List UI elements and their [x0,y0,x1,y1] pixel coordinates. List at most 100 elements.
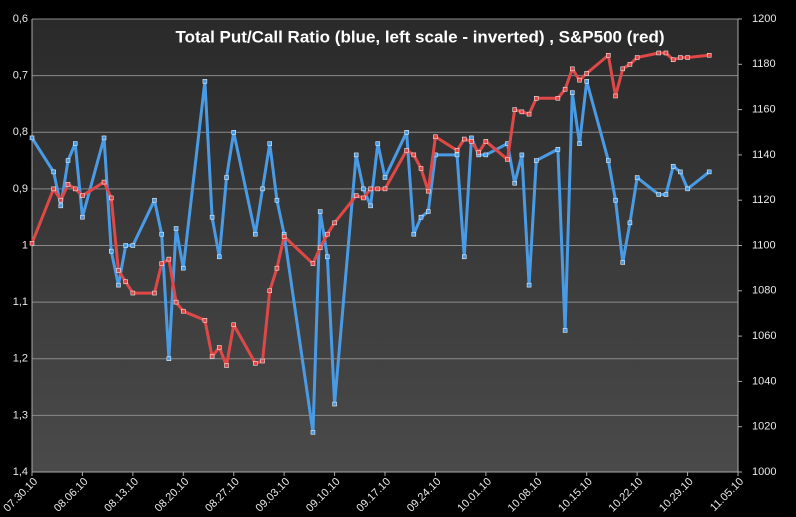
point-marker [534,96,539,101]
point-marker [281,234,287,239]
point-marker [706,169,712,175]
x-tick-label: 08.13.10 [102,476,141,515]
point-marker [577,141,582,146]
point-marker [260,186,265,192]
point-marker [634,175,640,180]
y2-tick-label: 1120 [752,194,776,206]
point-marker [325,254,330,260]
point-marker [72,141,78,146]
y-tick-label: 0,6 [13,13,28,25]
point-marker [332,220,337,226]
point-marker [361,195,366,201]
y-tick-label: 1,2 [13,353,28,365]
point-marker [51,186,56,192]
point-marker [570,90,575,95]
point-marker [274,265,280,271]
point-marker [101,179,107,185]
point-marker [656,192,662,197]
point-marker [80,193,85,198]
x-tick-label: 09.03.10 [254,476,293,515]
point-marker [317,209,323,214]
point-marker [267,288,272,294]
point-marker [613,197,618,203]
y2-tick-label: 1200 [752,13,776,25]
point-marker [209,354,215,359]
point-marker [634,55,640,60]
point-marker [404,148,409,153]
y-tick-label: 0,9 [13,183,28,195]
point-marker [375,141,381,146]
x-tick-label: 10.01.10 [455,476,494,515]
point-marker [613,93,618,99]
point-marker [173,299,179,305]
x-tick-label: 09.24.10 [405,476,444,515]
point-marker [382,186,388,192]
point-marker [166,256,172,262]
point-marker [72,186,78,192]
point-marker [555,146,561,152]
point-marker [534,158,539,163]
point-marker [627,220,633,226]
point-marker [353,193,359,198]
point-marker [260,358,265,364]
point-marker [202,317,208,323]
point-marker [65,158,71,163]
point-marker [253,231,258,237]
point-marker [627,62,633,67]
point-marker [483,152,489,158]
point-marker [65,182,71,187]
point-marker [656,50,662,56]
point-marker [159,231,164,237]
point-marker [382,175,388,180]
point-marker [51,169,56,175]
point-marker [526,282,532,288]
series-line [30,51,710,368]
point-marker [678,169,683,175]
point-marker [454,148,460,153]
point-marker [584,79,589,84]
point-marker [570,66,575,72]
point-marker [425,188,431,194]
point-marker [108,195,114,201]
point-marker [173,226,179,231]
x-tick-label: 08.06.10 [52,476,91,515]
y-tick-label: 0,8 [13,126,28,138]
point-marker [325,231,330,237]
point-marker [418,166,424,171]
x-tick-label: 07.30.10 [1,476,40,515]
point-marker [274,197,280,203]
point-marker [433,134,438,140]
point-marker [130,290,136,296]
point-marker [166,356,172,361]
point-marker [606,52,611,58]
point-marker [58,203,64,209]
point-marker [461,136,467,142]
point-marker [224,363,229,368]
point-marker [361,186,366,192]
point-marker [469,139,474,144]
point-marker [253,361,258,366]
point-marker [562,86,568,92]
x-tick-label: 09.10.10 [304,476,343,515]
point-marker [411,152,417,158]
point-marker [685,186,690,192]
y-tick-label: 1,1 [13,296,28,308]
point-marker [217,345,222,350]
x-tick-label: 09.17.10 [354,476,393,515]
y2-tick-label: 1100 [752,239,776,251]
point-marker [29,135,35,141]
point-marker [663,192,669,197]
point-marker [620,66,625,72]
point-marker [58,197,64,203]
point-marker [332,401,337,407]
point-marker [706,52,712,58]
point-marker [512,107,517,112]
point-marker [584,71,589,76]
point-marker [476,150,481,155]
point-marker [512,180,517,186]
point-marker [116,268,121,273]
y2-tick-label: 1020 [752,421,776,433]
point-marker [202,79,208,84]
point-marker [116,282,121,288]
y2-tick-label: 1140 [752,149,776,161]
